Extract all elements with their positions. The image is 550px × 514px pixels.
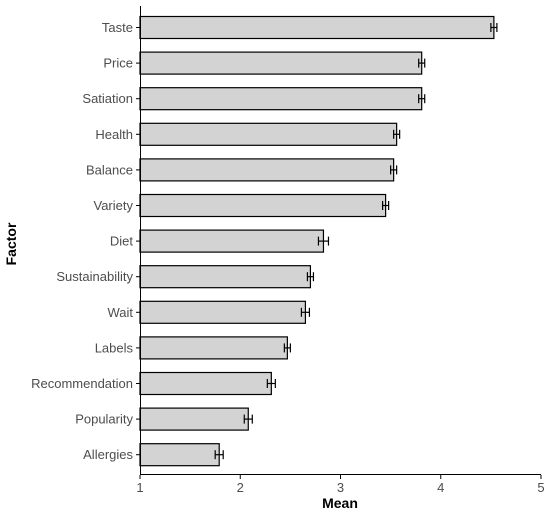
error-bar-price <box>418 58 426 68</box>
error-bar-satiation <box>418 94 426 104</box>
bar-balance <box>139 158 395 182</box>
error-bar-popularity <box>243 414 253 424</box>
y-tick-label-labels: Labels <box>95 340 134 355</box>
x-ticks-layer: 1 2 3 4 5 <box>136 475 545 495</box>
y-tick-label-taste: Taste <box>102 20 133 35</box>
bar-diet <box>139 229 325 253</box>
bar-recommendation <box>139 371 272 396</box>
x-tick-label-2: 2 <box>237 480 244 495</box>
y-tick-label-sustainability: Sustainability <box>56 269 133 284</box>
bar-taste <box>139 15 495 40</box>
y-tick-label-popularity: Popularity <box>75 412 133 427</box>
bar-health <box>139 122 398 146</box>
bar-labels <box>139 336 288 360</box>
x-tick-label-4: 4 <box>437 480 444 495</box>
x-tick-label-5: 5 <box>537 480 544 495</box>
bar-variety <box>139 193 387 218</box>
y-tick-label-health: Health <box>95 127 133 142</box>
x-tick-label-3: 3 <box>337 480 344 495</box>
y-tick-label-wait: Wait <box>107 305 133 320</box>
y-tick-label-balance: Balance <box>86 162 133 177</box>
y-tick-label-satiation: Satiation <box>82 91 133 106</box>
y-tick-label-diet: Diet <box>110 234 134 249</box>
error-bar-recommendation <box>266 379 276 388</box>
y-tick-label-variety: Variety <box>94 198 134 213</box>
error-bar-variety <box>382 201 390 210</box>
error-bar-balance <box>390 165 398 175</box>
y-ticks-layer: Taste Price Satiation Health Balance Variety D… <box>31 20 140 462</box>
bar-price <box>139 51 423 75</box>
y-tick-label-price: Price <box>103 56 133 71</box>
error-bar-health <box>393 129 401 139</box>
x-axis-title: Mean <box>322 495 358 511</box>
bars-layer <box>139 15 495 467</box>
error-bar-wait <box>300 307 311 317</box>
error-bar-sustainability <box>306 272 315 282</box>
error-bars-layer <box>214 23 498 460</box>
error-bar-labels <box>283 343 291 353</box>
y-tick-label-recommendation: Recommendation <box>31 376 133 391</box>
x-tick-label-1: 1 <box>136 480 143 495</box>
y-tick-label-allergies: Allergies <box>83 447 133 462</box>
bar-satiation <box>139 87 423 111</box>
error-bar-diet <box>317 236 330 246</box>
y-axis-title: Factor <box>3 222 19 265</box>
bar-popularity <box>139 407 249 431</box>
bar-sustainability <box>139 265 312 289</box>
error-bar-taste <box>490 23 498 32</box>
error-bar-allergies <box>214 450 224 460</box>
bar-allergies <box>139 443 220 467</box>
bar-wait <box>139 300 307 324</box>
